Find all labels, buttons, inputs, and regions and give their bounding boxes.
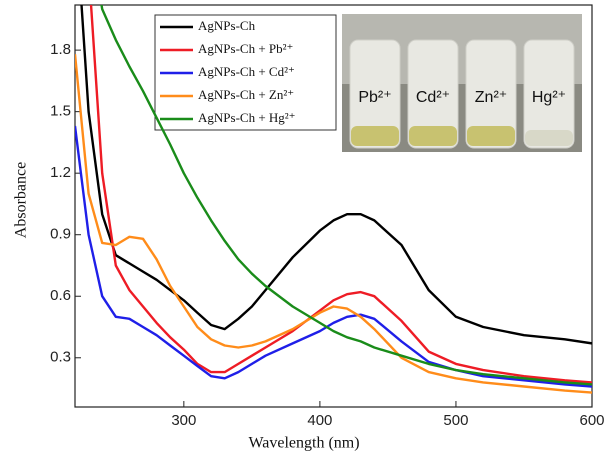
- data-line: [80, 5, 592, 345]
- y-tick-label: 1.2: [50, 164, 71, 181]
- y-axis-label: Absorbance: [13, 162, 30, 238]
- data-line: [89, 5, 592, 384]
- data-line: [75, 125, 592, 388]
- data-line: [75, 54, 592, 394]
- liquid: [351, 126, 399, 146]
- inset-photo: Pb²⁺ Cd²⁺ Zn²⁺ Hg²⁺: [342, 14, 582, 152]
- x-tick-label: 400: [307, 412, 332, 429]
- legend: AgNPs-Ch AgNPs-Ch + Pb²⁺ AgNPs-Ch + Cd²⁺ Ag…: [154, 14, 337, 131]
- inset-label: Cd²⁺: [416, 89, 450, 106]
- x-tick-label: 600: [579, 412, 604, 429]
- liquid: [467, 126, 515, 146]
- legend-label: AgNPs-Ch + Pb²⁺: [198, 41, 293, 56]
- inset-label: Zn²⁺: [475, 89, 507, 106]
- inset-label: Hg²⁺: [532, 89, 566, 106]
- vial: [407, 39, 459, 149]
- y-tick-label: 0.9: [50, 226, 71, 243]
- legend-label: AgNPs-Ch + Cd²⁺: [198, 64, 295, 79]
- plot-frame: [74, 4, 593, 408]
- y-tick-label: 0.3: [50, 349, 71, 366]
- x-axis-label: Wavelength (nm): [248, 435, 359, 452]
- y-tick-label: 1.5: [50, 103, 71, 120]
- liquid: [409, 126, 457, 146]
- vial: [523, 39, 575, 149]
- legend-label: AgNPs-Ch + Zn²⁺: [198, 87, 294, 102]
- inset-label: Pb²⁺: [358, 89, 391, 106]
- x-tick-label: 300: [171, 412, 196, 429]
- vials: [349, 39, 575, 149]
- x-tick-label: 500: [443, 412, 468, 429]
- y-tick-label: 0.6: [50, 287, 71, 304]
- legend-label: AgNPs-Ch + Hg²⁺: [198, 110, 296, 125]
- y-tick-label: 1.8: [50, 41, 71, 58]
- data-line: [100, 5, 592, 386]
- vial: [465, 39, 517, 149]
- liquid: [525, 130, 573, 146]
- vial: [349, 39, 401, 149]
- liquids: [351, 126, 573, 146]
- legend-label: AgNPs-Ch: [198, 18, 256, 33]
